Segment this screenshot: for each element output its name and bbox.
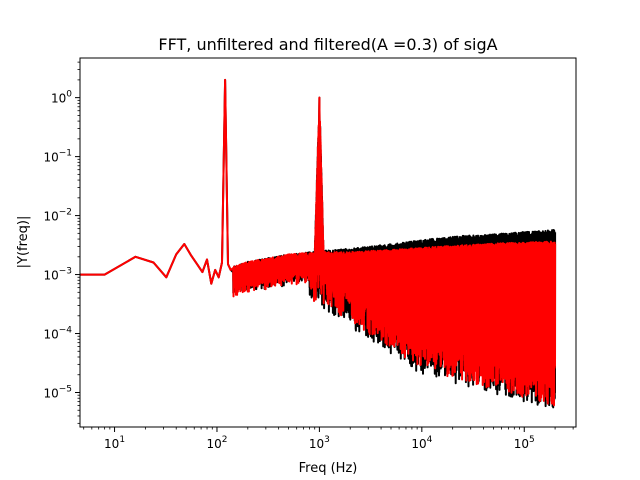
y-tick-label: 10−2 bbox=[43, 208, 72, 224]
x-tick-label: 105 bbox=[514, 435, 535, 451]
y-tick-label: 100 bbox=[51, 90, 72, 106]
x-tick-label: 104 bbox=[411, 435, 432, 451]
y-tick-label: 10−3 bbox=[43, 267, 72, 283]
chart-title: FFT, unfiltered and filtered(A =0.3) of … bbox=[158, 35, 497, 54]
y-tick-label: 10−5 bbox=[43, 384, 72, 400]
x-axis-label: Freq (Hz) bbox=[299, 461, 358, 476]
y-tick-label: 10−4 bbox=[43, 326, 72, 342]
x-tick-label: 101 bbox=[104, 435, 125, 451]
y-axis-label: |Y(freq)| bbox=[16, 216, 31, 269]
ticks-layer: 101 102 103 104 105 10−5 10−4 10−3 10−2 10−1 100 bbox=[43, 61, 574, 451]
y-tick-label: 10−1 bbox=[43, 149, 72, 165]
series-layer bbox=[80, 78, 557, 409]
plot-frame bbox=[79, 57, 577, 428]
x-tick-label: 103 bbox=[309, 435, 330, 451]
series-line-1 bbox=[80, 78, 557, 407]
x-tick-label: 102 bbox=[206, 435, 227, 451]
